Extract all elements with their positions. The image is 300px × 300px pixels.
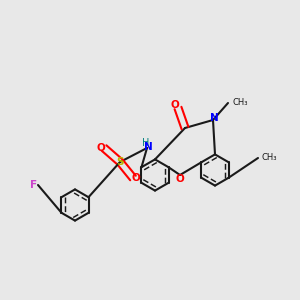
Text: N: N	[210, 112, 219, 123]
Text: CH₃: CH₃	[261, 154, 277, 163]
Text: F: F	[30, 180, 37, 190]
Text: S: S	[116, 157, 124, 167]
Text: O: O	[132, 173, 140, 183]
Text: O: O	[171, 100, 179, 110]
Text: H: H	[142, 138, 149, 148]
Text: O: O	[97, 143, 105, 153]
Text: O: O	[176, 175, 184, 184]
Text: N: N	[144, 142, 153, 152]
Text: CH₃: CH₃	[232, 98, 248, 107]
